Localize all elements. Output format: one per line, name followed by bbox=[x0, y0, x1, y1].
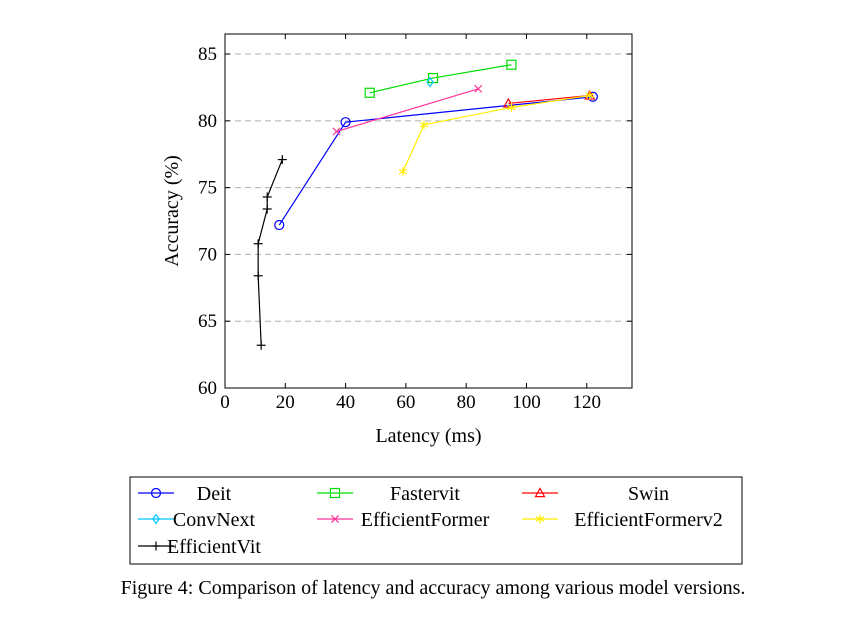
legend-entry-efficientformerv2: EfficientFormerv2 bbox=[522, 509, 723, 531]
x-tick-label: 120 bbox=[573, 392, 602, 413]
gridlines bbox=[225, 53, 632, 322]
chart: 0 20 40 60 80 100 120 60 65 70 75 80 85 Latency (ms)… bbox=[129, 33, 743, 565]
legend-marker-efficientvit bbox=[151, 541, 161, 551]
series-line-efficientformerv2 bbox=[402, 94, 590, 172]
y-tick-label: 75 bbox=[198, 178, 217, 199]
series-efficientformer bbox=[332, 84, 483, 136]
y-tick-label: 65 bbox=[198, 311, 217, 332]
data-point-efficientvit bbox=[253, 271, 263, 281]
x-tick-label: 40 bbox=[336, 392, 355, 413]
y-tick-label: 60 bbox=[198, 378, 217, 399]
legend-label: EfficientFormer bbox=[361, 509, 490, 531]
legend-label: EfficientFormerv2 bbox=[574, 509, 722, 531]
y-tick-label: 85 bbox=[198, 44, 217, 65]
legend-marker-convnext bbox=[152, 513, 160, 525]
data-point-efficientformer bbox=[474, 84, 483, 93]
series-efficientformerv2 bbox=[398, 90, 594, 177]
data-point-efficientvit bbox=[262, 204, 272, 214]
data-point-efficientformerv2 bbox=[585, 90, 594, 100]
data-point-efficientvit bbox=[262, 192, 272, 202]
figure-caption: Figure 4: Comparison of latency and accu… bbox=[120, 577, 746, 599]
legend-label: Fastervit bbox=[390, 483, 460, 505]
axis-ticks: 0 20 40 60 80 100 120 60 65 70 75 80 85 bbox=[198, 34, 632, 413]
data-point-efficientformerv2 bbox=[507, 102, 516, 112]
data-point-deit bbox=[340, 117, 351, 128]
data-point-deit bbox=[274, 219, 285, 231]
x-tick-label: 20 bbox=[276, 392, 295, 413]
data-point-convnext bbox=[426, 76, 434, 88]
data-point-efficientformerv2 bbox=[398, 167, 408, 177]
legend-entry-deit: Deit bbox=[138, 483, 232, 505]
legend-entries: Deit Fastervit Swin ConvNext EfficientFormer… bbox=[138, 483, 723, 558]
legend-label: Swin bbox=[628, 483, 669, 505]
legend-marker-swin bbox=[534, 487, 546, 498]
legend-marker-efficientformerv2 bbox=[535, 514, 545, 524]
series-fastervit bbox=[364, 59, 517, 98]
x-tick-label: 80 bbox=[457, 392, 476, 413]
series-line-swin bbox=[508, 94, 590, 105]
legend-entry-fastervit: Fastervit bbox=[317, 483, 460, 505]
data-point-efficientvit bbox=[256, 340, 266, 350]
x-axis-label: Latency (ms) bbox=[375, 425, 481, 447]
y-tick-label: 70 bbox=[198, 244, 217, 265]
y-tick-label: 80 bbox=[198, 111, 217, 132]
plot-frame bbox=[224, 33, 633, 389]
legend-label: ConvNext bbox=[173, 509, 256, 531]
y-axis-label: Accuracy (%) bbox=[161, 155, 183, 267]
legend bbox=[129, 476, 743, 565]
data-point-efficientvit bbox=[253, 239, 263, 249]
data-point-fastervit bbox=[506, 59, 517, 70]
data-point-swin bbox=[502, 97, 514, 108]
data-point-efficientformer bbox=[332, 127, 341, 136]
series-line-efficientvit bbox=[257, 159, 283, 346]
series-deit bbox=[274, 91, 598, 231]
legend-entry-convnext: ConvNext bbox=[138, 509, 256, 531]
series-line-efficientformer bbox=[336, 88, 479, 133]
legend-marker-fastervit bbox=[329, 487, 341, 499]
data-point-efficientvit bbox=[277, 155, 287, 165]
legend-marker-efficientformer bbox=[330, 514, 340, 524]
x-tick-label: 60 bbox=[396, 392, 415, 413]
data-point-fastervit bbox=[364, 87, 375, 98]
legend-label: Deit bbox=[197, 483, 232, 505]
x-tick-label: 100 bbox=[512, 392, 541, 413]
data-point-efficientformerv2 bbox=[419, 120, 429, 130]
legend-label: EfficientVit bbox=[167, 536, 261, 558]
legend-entry-efficientvit: EfficientVit bbox=[138, 536, 261, 558]
legend-entry-swin: Swin bbox=[522, 483, 669, 505]
series-layer bbox=[253, 59, 598, 350]
series-efficientvit bbox=[253, 155, 287, 350]
x-tick-label: 0 bbox=[220, 392, 230, 413]
series-line-deit bbox=[278, 96, 593, 226]
legend-entry-efficientformer: EfficientFormer bbox=[317, 509, 490, 531]
series-line-fastervit bbox=[369, 64, 512, 94]
legend-marker-deit bbox=[150, 487, 162, 499]
series-convnext bbox=[426, 76, 434, 88]
